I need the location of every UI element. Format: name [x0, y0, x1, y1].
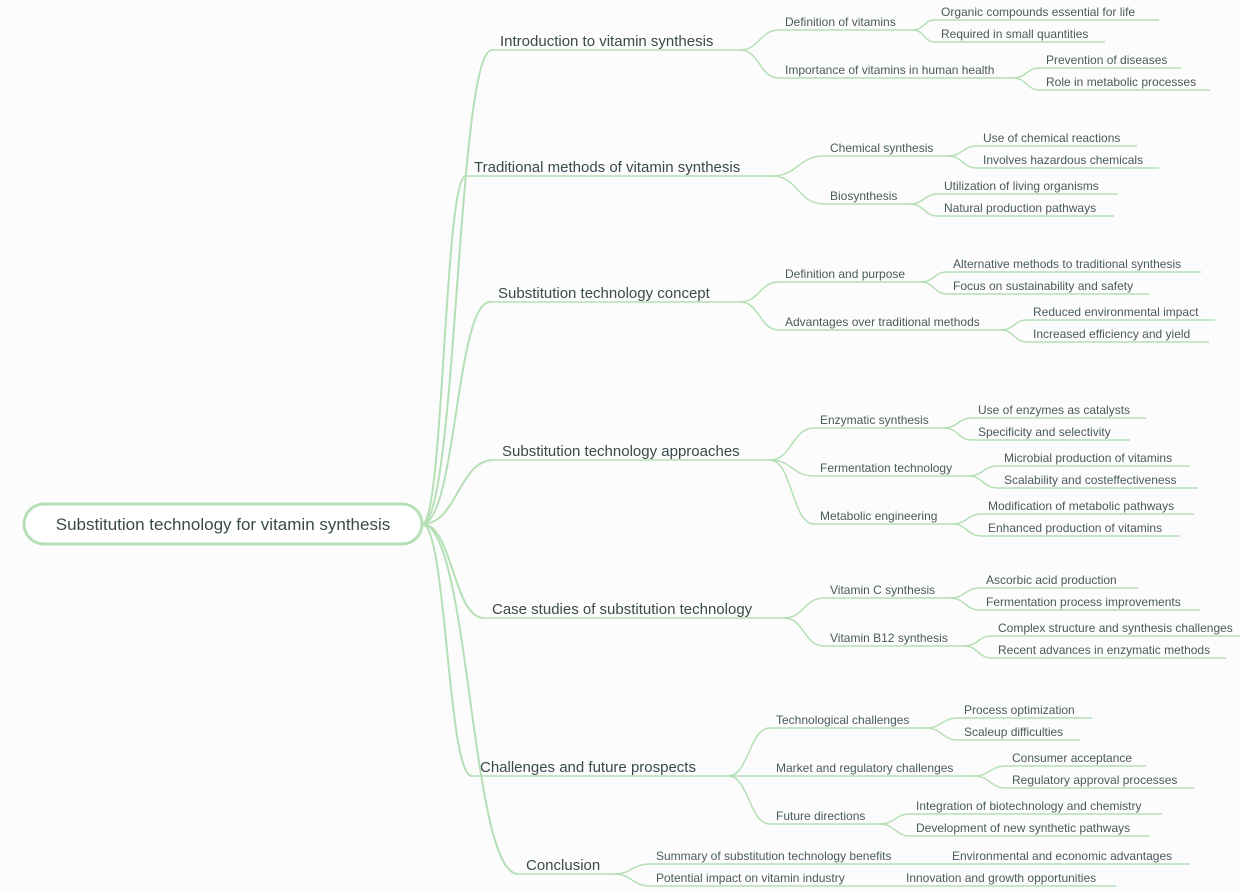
branch-label[interactable]: Conclusion: [526, 857, 600, 874]
leaf-label: Reduced environmental impact: [1033, 305, 1199, 319]
branch-label[interactable]: Substitution technology approaches: [502, 443, 740, 460]
leaf-label: Use of chemical reactions: [983, 131, 1120, 145]
root-label: Substitution technology for vitamin synt…: [56, 515, 391, 534]
sub-label[interactable]: Definition of vitamins: [785, 15, 896, 29]
leaf-label: Scaleup difficulties: [964, 725, 1063, 739]
leaf-label: Focus on sustainability and safety: [953, 279, 1133, 293]
sub-label[interactable]: Definition and purpose: [785, 267, 905, 281]
leaf-label: Integration of biotechnology and chemist…: [916, 799, 1141, 813]
leaf-label: Regulatory approval processes: [1012, 773, 1177, 787]
leaf-label: Required in small quantities: [941, 27, 1088, 41]
leaf-label: Scalability and costeffectiveness: [1004, 473, 1177, 487]
branch-label[interactable]: Substitution technology concept: [498, 285, 711, 302]
leaf-label: Organic compounds essential for life: [941, 5, 1135, 19]
leaf-label: Utilization of living organisms: [944, 179, 1099, 193]
sub-label[interactable]: Summary of substitution technology benef…: [656, 849, 891, 863]
leaf-label: Ascorbic acid production: [986, 573, 1117, 587]
leaf-label: Development of new synthetic pathways: [916, 821, 1130, 835]
leaf-label: Modification of metabolic pathways: [988, 499, 1174, 513]
leaf-label: Process optimization: [964, 703, 1075, 717]
sub-label[interactable]: Market and regulatory challenges: [776, 761, 953, 775]
sub-label[interactable]: Metabolic engineering: [820, 509, 937, 523]
leaf-label: Natural production pathways: [944, 201, 1096, 215]
leaf-label: Alternative methods to traditional synth…: [953, 257, 1181, 271]
sub-label[interactable]: Fermentation technology: [820, 461, 952, 475]
leaf-label: Enhanced production of vitamins: [988, 521, 1162, 535]
branch-label[interactable]: Case studies of substitution technology: [492, 601, 753, 618]
leaf-label: Innovation and growth opportunities: [906, 871, 1096, 885]
sub-label[interactable]: Biosynthesis: [830, 189, 897, 203]
leaf-label: Complex structure and synthesis challeng…: [998, 621, 1233, 635]
sub-label[interactable]: Chemical synthesis: [830, 141, 933, 155]
sub-label[interactable]: Vitamin B12 synthesis: [830, 631, 948, 645]
leaf-label: Recent advances in enzymatic methods: [998, 643, 1210, 657]
sub-label[interactable]: Future directions: [776, 809, 865, 823]
leaf-label: Consumer acceptance: [1012, 751, 1132, 765]
branch-label[interactable]: Introduction to vitamin synthesis: [500, 33, 713, 50]
leaf-label: Role in metabolic processes: [1046, 75, 1196, 89]
leaf-label: Microbial production of vitamins: [1004, 451, 1172, 465]
leaf-label: Fermentation process improvements: [986, 595, 1181, 609]
leaf-label: Prevention of diseases: [1046, 53, 1167, 67]
leaf-label: Environmental and economic advantages: [952, 849, 1172, 863]
sub-label[interactable]: Enzymatic synthesis: [820, 413, 929, 427]
branch-label[interactable]: Challenges and future prospects: [480, 759, 696, 776]
sub-label[interactable]: Vitamin C synthesis: [830, 583, 935, 597]
mindmap-canvas: Substitution technology for vitamin synt…: [0, 0, 1240, 892]
sub-label[interactable]: Potential impact on vitamin industry: [656, 871, 845, 885]
leaf-label: Involves hazardous chemicals: [983, 153, 1143, 167]
sub-label[interactable]: Importance of vitamins in human health: [785, 63, 994, 77]
leaf-label: Use of enzymes as catalysts: [978, 403, 1130, 417]
sub-label[interactable]: Technological challenges: [776, 713, 909, 727]
sub-label[interactable]: Advantages over traditional methods: [785, 315, 980, 329]
leaf-label: Specificity and selectivity: [978, 425, 1111, 439]
branch-label[interactable]: Traditional methods of vitamin synthesis: [474, 159, 740, 176]
leaf-label: Increased efficiency and yield: [1033, 327, 1190, 341]
